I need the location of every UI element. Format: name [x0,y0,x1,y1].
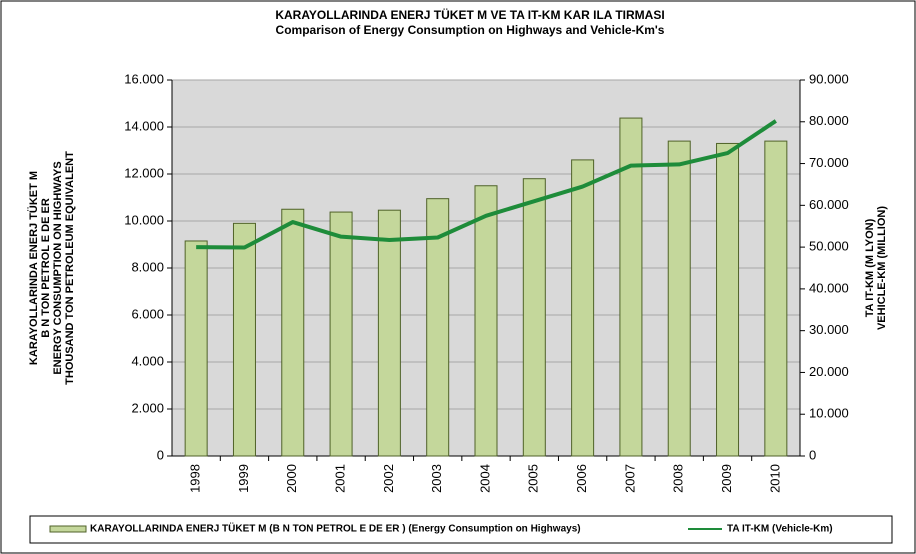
bar [281,208,305,457]
x-tick-label: 2000 [284,464,299,493]
y-axis-label: ENERGY CONSUMPTION ON HIGHWAYS [52,161,64,374]
line [196,119,777,250]
y2-tick-label: 60.000 [809,197,849,212]
y2-tick-label: 50.000 [809,239,849,254]
x-tick-label: 2003 [429,464,444,493]
bar [474,185,498,457]
y2-tick-label: 40.000 [809,280,849,295]
bar [184,240,208,457]
x-tick-label: 2008 [671,464,686,493]
legend-box [29,515,893,544]
y-tick-label: 10.000 [124,212,164,227]
bar [716,142,740,457]
y-axis-label: B N TON PETROL E DE ER [40,198,52,338]
y2-tick-label: 0 [809,447,816,462]
y-tick-label: 4.000 [131,353,164,368]
bar [619,117,643,457]
y-tick-label: 16.000 [124,71,164,86]
x-tick-label: 2010 [767,464,782,493]
y2-tick-label: 30.000 [809,322,849,337]
y-tick-label: 6.000 [131,306,164,321]
y-tick-label: 0 [157,447,164,462]
y2-tick-label: 70.000 [809,155,849,170]
y-tick-label: 8.000 [131,259,164,274]
chart-title: KARAYOLLARINDA ENERJ TÜKET M VE TA IT-KM… [275,7,664,22]
y2-axis-label: VEHICLE-KM (MILLION) [876,206,888,330]
y2-tick-label: 10.000 [809,406,849,421]
y-tick-label: 2.000 [131,400,164,415]
x-tick-label: 2002 [381,464,396,493]
bar [667,140,691,457]
x-tick-label: 2005 [526,464,541,493]
bar [522,178,546,457]
x-tick-label: 2006 [574,464,589,493]
bar [426,198,450,457]
x-tick-label: 1999 [236,464,251,493]
y-axis-label: THOUSAND TON PETROLEUM EQUIVALENT [64,151,76,385]
legend-label: TA IT-KM (Vehicle-Km) [727,524,833,535]
y-tick-label: 12.000 [124,165,164,180]
y-tick-label: 14.000 [124,118,164,133]
legend-label: KARAYOLLARINDA ENERJ TÜKET M (B N TON PE… [90,522,581,535]
y2-tick-label: 90.000 [809,71,849,86]
y2-tick-label: 20.000 [809,364,849,379]
bar [764,140,788,457]
bar [329,211,353,457]
bar [377,209,401,457]
y2-axis-label: TA IT-KM (M LYON) [864,218,876,317]
x-tick-label: 2009 [719,464,734,493]
bar [232,222,256,457]
chart-subtitle: Comparison of Energy Consumption on High… [276,23,665,37]
x-tick-label: 2007 [622,464,637,493]
legend-swatch [49,525,87,533]
x-tick-label: 1998 [188,464,203,493]
y-axis-label: KARAYOLLARINDA ENERJ TÜKET M [27,171,40,365]
y2-tick-label: 80.000 [809,113,849,128]
bar [571,159,595,457]
x-tick-label: 2004 [477,464,492,493]
x-tick-label: 2001 [333,464,348,493]
